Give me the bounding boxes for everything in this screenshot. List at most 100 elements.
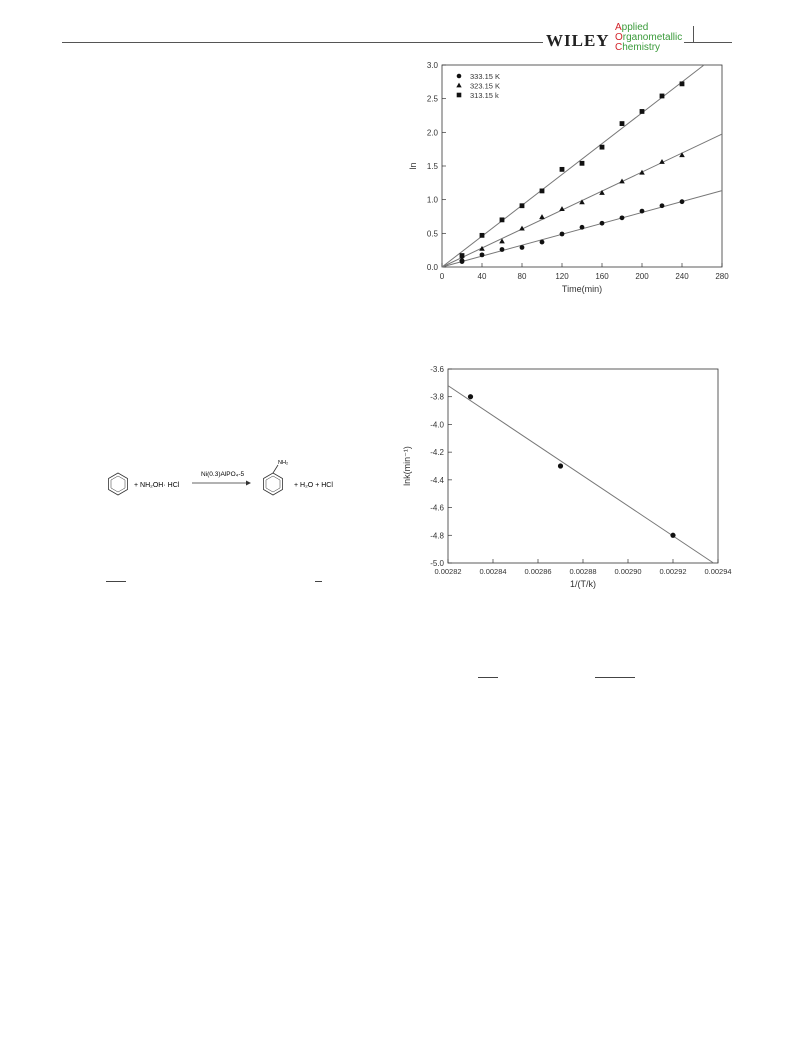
products-text: + H₂O + HCl [294,482,333,489]
data-point [559,231,565,237]
y-tick-label: -4.4 [430,476,444,485]
x-tick-label: 0.00282 [434,567,461,576]
x-tick-label: 160 [595,272,609,281]
x-tick-label: 80 [518,272,527,281]
data-point [499,217,505,223]
plot-frame [447,368,719,564]
data-point [559,166,565,172]
data-point [619,178,625,184]
data-point [619,215,625,221]
catalyst-label: Ni(0.3)AlPO₄-5 [201,471,244,478]
footnote-rule-2 [315,581,322,582]
y-tick-label: 3.0 [427,61,439,70]
data-point [539,188,545,194]
journal-line-2: Organometallic [615,32,683,43]
x-tick-label: 0 [440,272,445,281]
y-tick-label: 1.0 [427,196,439,205]
series-triangle [441,133,723,268]
y-tick-label: -5.0 [430,559,444,568]
data-point [679,152,685,158]
y-axis-label: lnk(min⁻¹) [402,446,412,486]
legend-marker [456,82,462,88]
data-point [499,247,505,252]
data-point [639,169,645,175]
series-circle [441,190,723,268]
x-tick-label: 0.00284 [479,567,506,576]
y-tick-label: 0.0 [427,263,439,272]
data-point [579,160,585,166]
legend-marker [456,73,462,79]
x-tick-label: 0.00292 [659,567,686,576]
fit-line [441,64,705,268]
data-point [639,208,645,214]
data-point [599,189,605,195]
legend-marker [456,92,462,98]
data-point [479,245,485,251]
benzene-ring [108,472,128,496]
y-tick-label: -4.2 [430,448,444,457]
data-point [559,206,565,212]
data-point [619,121,625,126]
reaction-scheme: + NH₂OH· HCl Ni(0.3)AlPO₄-5 NH₂ + H₂O + … [108,460,333,496]
data-point [519,225,525,231]
journal-line-1: Applied [615,22,649,33]
kinetics-chart: 0 40 80 120 160 200 240 280 0.0 0.5 1.0 1.5 2.0 2.5 3.… [408,61,729,294]
data-point [659,203,665,209]
legend-label: 333.15 K [470,72,500,81]
data-point [599,220,605,226]
legend-label: 323.15 K [470,82,500,91]
y-tick-label: 0.5 [427,229,439,238]
arrhenius-chart: 0.00282 0.00284 0.00286 0.00288 0.00290 0.002… [402,365,732,589]
data-point [539,239,545,245]
reaction-arrowhead [246,480,251,486]
data-point [539,214,545,220]
aniline-ring [263,464,283,496]
y-tick-label: -4.0 [430,420,444,429]
y-tick-label: 2.5 [427,95,439,104]
data-point [639,109,645,114]
footnote-rule-4 [595,677,635,678]
x-tick-label: 0.00290 [614,567,641,576]
x-tick-label: 0.00294 [704,567,731,576]
journal-line-3: Chemistry [615,42,661,53]
x-tick-label: 240 [675,272,689,281]
y-tick-label: 2.0 [427,128,439,137]
data-point [557,463,564,469]
data-point [519,245,525,250]
header-rule [62,42,732,43]
x-axis-label: Time(min) [562,284,602,294]
x-axis-label: 1/(T/k) [570,579,596,589]
data-point [579,224,585,230]
data-point [519,203,525,209]
y-tick-label: 1.5 [427,162,439,171]
y-tick-label: -3.6 [430,365,444,374]
reactant-text: + NH₂OH· HCl [134,482,180,489]
footnote-rule-3 [478,677,498,678]
data-point [670,532,676,538]
data-point [459,253,465,258]
data-point [479,252,485,258]
publisher-logo: WILEY [543,31,613,51]
data-point [599,144,605,150]
data-point [499,238,505,244]
data-point [579,199,585,205]
x-tick-label: 40 [478,272,487,281]
x-tick-label: 280 [715,272,729,281]
x-tick-label: 120 [555,272,569,281]
y-tick-label: -4.8 [430,531,444,540]
data-point [679,199,685,205]
data-point [659,158,665,164]
x-tick-label: 200 [635,272,649,281]
data-point [479,232,485,238]
journal-name: Applied Organometallic Chemistry [613,22,685,53]
footnote-rule-1 [106,581,126,582]
data-point [659,93,665,99]
x-tick-label: 0.00286 [524,567,551,576]
data-point [467,394,474,400]
data-point [459,255,465,261]
x-tick-label: 0.00288 [569,567,596,576]
fit-line [447,385,714,564]
header-tick [693,26,694,42]
legend-label: 313.15 k [470,91,499,100]
y-axis-label: ln [408,162,418,169]
